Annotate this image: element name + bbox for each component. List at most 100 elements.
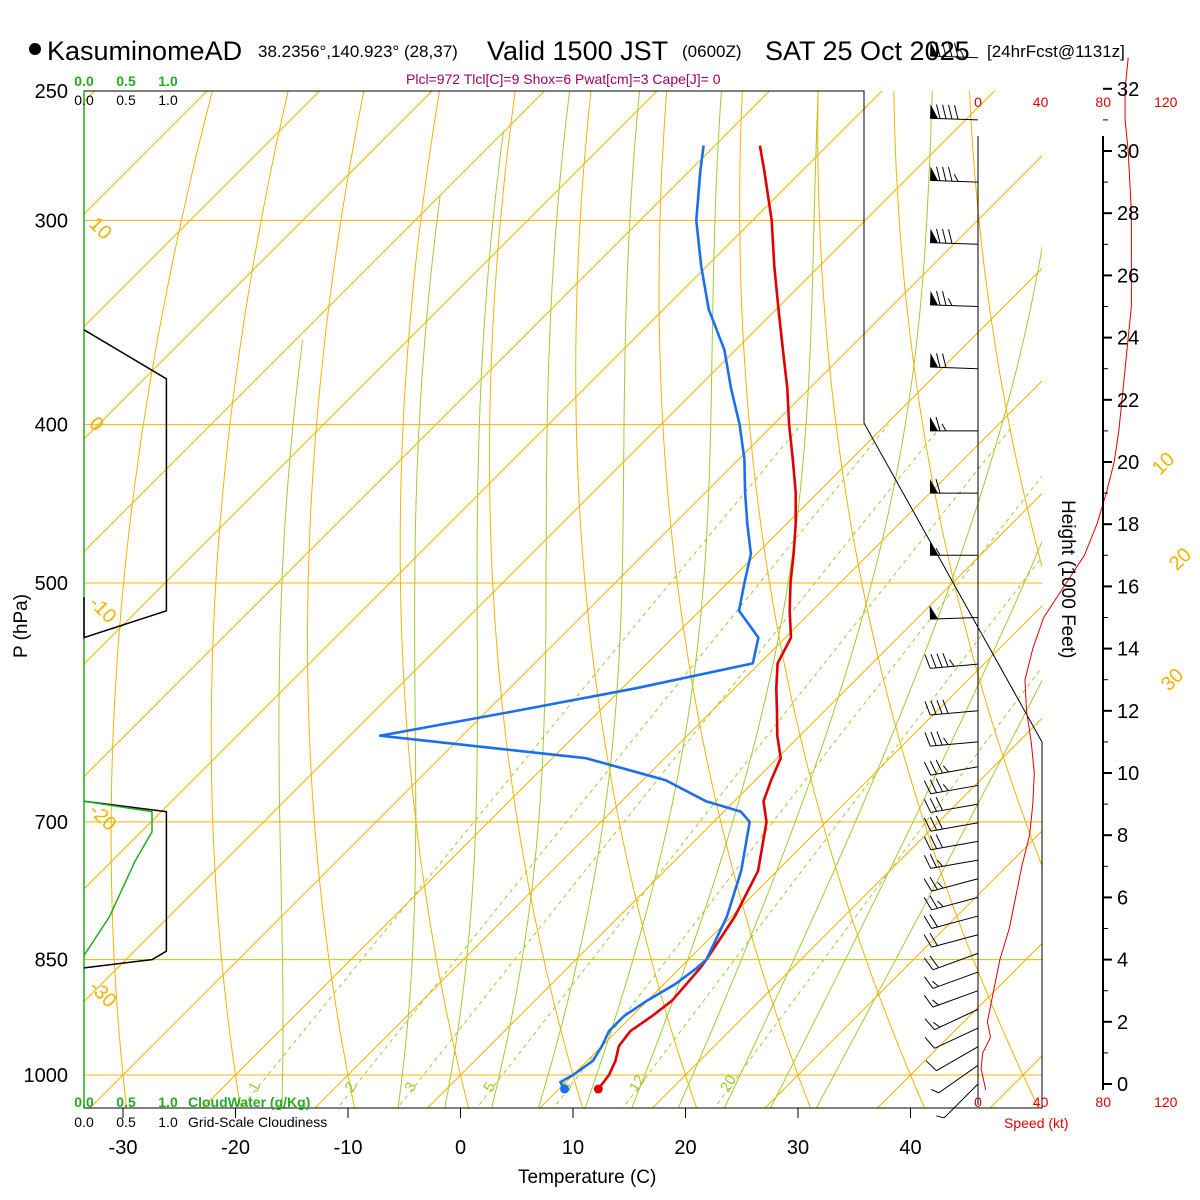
dry-adiabat: [210, 91, 289, 1108]
isotherm-line: [201, 267, 1042, 1108]
height-tick-label: 32: [1117, 79, 1139, 101]
moist-adiabat: [769, 540, 1042, 1108]
surface-temperature-dot: [593, 1084, 603, 1094]
height-tick-label: 28: [1117, 203, 1139, 225]
cloudiness-tick-top: 0.0: [74, 92, 94, 108]
barb-feather: [929, 798, 938, 812]
barb-staff: [932, 990, 979, 1008]
barb-feather: [942, 765, 949, 773]
isotherm-label: 10: [84, 213, 115, 244]
barb-feather: [937, 881, 944, 889]
barb-feather: [942, 291, 947, 306]
barb-feather: [923, 817, 932, 832]
cloud-water-tick-bottom: 0.0: [74, 1094, 94, 1110]
barb-feather: [942, 784, 949, 791]
temperature-tick-label: -20: [221, 1137, 250, 1159]
speed-tick-top: 0: [974, 94, 982, 110]
height-tick-label: 16: [1117, 576, 1139, 598]
isotherm-line: [84, 91, 996, 1003]
barb-feather: [923, 976, 934, 989]
dry-adiabat: [817, 91, 1040, 1108]
isotherm-line: [0, 62, 11, 1143]
dewpoint-line: [378, 145, 760, 1090]
barb-feather: [932, 980, 939, 987]
dry-adiabat: [575, 91, 698, 1108]
dry-adiabat: [1189, 32, 1200, 1143]
barb-feather: [924, 654, 931, 669]
mixing-ratio-labels: 123581220: [245, 1072, 740, 1095]
cloud-water-tick-bottom: 1.0: [158, 1094, 178, 1110]
barb-feather: [943, 737, 949, 745]
pressure-tick-label: 250: [35, 81, 68, 103]
speed-tick-bottom: 0: [974, 1094, 982, 1110]
height-tick-label: 4: [1117, 950, 1128, 972]
pressure-tick-label: 500: [35, 573, 68, 595]
barb-feather: [948, 42, 953, 57]
barb-feather: [936, 290, 941, 306]
pressure-tick-label: 700: [35, 812, 68, 834]
barb-feather: [953, 174, 959, 182]
wind-barb: [923, 932, 979, 948]
barb-staff: [930, 179, 979, 183]
wind-barbs: [923, 42, 979, 1119]
dry-adiabat: [658, 91, 812, 1108]
temperature-tick-label: -30: [109, 1137, 138, 1159]
barb-feather: [923, 934, 933, 948]
barb-feather: [936, 1115, 945, 1119]
mixing-ratio-line: [476, 424, 1015, 1108]
barb-pennant: [930, 290, 939, 306]
barb-feather: [949, 659, 955, 667]
dry-adiabat: [739, 91, 926, 1108]
barb-feather: [923, 957, 934, 971]
isotherm-line: [84, 91, 321, 328]
height-tick-label: 26: [1117, 265, 1139, 287]
barb-staff: [932, 952, 979, 971]
barb-feather: [929, 835, 938, 849]
isotherm-label: 10: [1148, 448, 1179, 479]
temperature-tick-label: 20: [674, 1137, 696, 1159]
wind-barb: [929, 605, 979, 620]
temperature-tick-label: 0: [455, 1137, 466, 1159]
mixing-ratio-label: 3: [401, 1079, 420, 1095]
barb-feather: [941, 423, 947, 432]
isotherm-label: 20: [1165, 544, 1196, 575]
barb-feather: [935, 416, 941, 432]
barb-feather: [935, 478, 941, 494]
barb-feather: [947, 298, 953, 306]
pressure-tick-label: 850: [35, 950, 68, 972]
barb-staff: [932, 971, 979, 989]
mixing-ratio-line: [552, 475, 1042, 1108]
barb-pennant: [930, 416, 938, 431]
speed-axis-label: Speed (kt): [1004, 1115, 1069, 1131]
cloudiness-label: Grid-Scale Cloudiness: [188, 1114, 327, 1130]
dry-adiabat: [489, 91, 584, 1108]
mixing-ratio-label: 5: [480, 1079, 499, 1095]
barb-feather: [948, 166, 953, 182]
speed-tick-bottom: 120: [1154, 1094, 1178, 1110]
valid-date: SAT 25 Oct 2025: [765, 36, 970, 66]
height-tick-label: 30: [1117, 141, 1139, 163]
station-coords: 38.2356°,140.923° (28,37): [258, 42, 458, 61]
cloudiness-tick-bottom: 0.5: [116, 1114, 136, 1130]
grid-cloudiness-line: [83, 329, 168, 639]
barb-staff: [930, 741, 979, 747]
wind-barb: [924, 1008, 979, 1031]
barb-feather: [935, 759, 943, 774]
cloud-water-tick-top: 0.5: [116, 73, 136, 89]
speed-tick-top: 120: [1154, 94, 1178, 110]
pressure-tick-label: 300: [35, 210, 68, 232]
valid-zulu: (0600Z): [682, 42, 742, 61]
barb-feather: [942, 353, 947, 368]
isotherm-label: -10: [84, 592, 120, 628]
barb-staff: [930, 822, 979, 832]
isotherm-line: [84, 91, 771, 778]
barb-staff: [930, 766, 979, 776]
barb-staff: [930, 859, 979, 869]
barb-staff: [931, 934, 979, 948]
wind-barb: [930, 228, 979, 245]
barb-feather: [936, 104, 941, 119]
barb-feather: [929, 816, 938, 831]
barb-staff: [931, 896, 979, 911]
barb-feather: [935, 797, 943, 811]
